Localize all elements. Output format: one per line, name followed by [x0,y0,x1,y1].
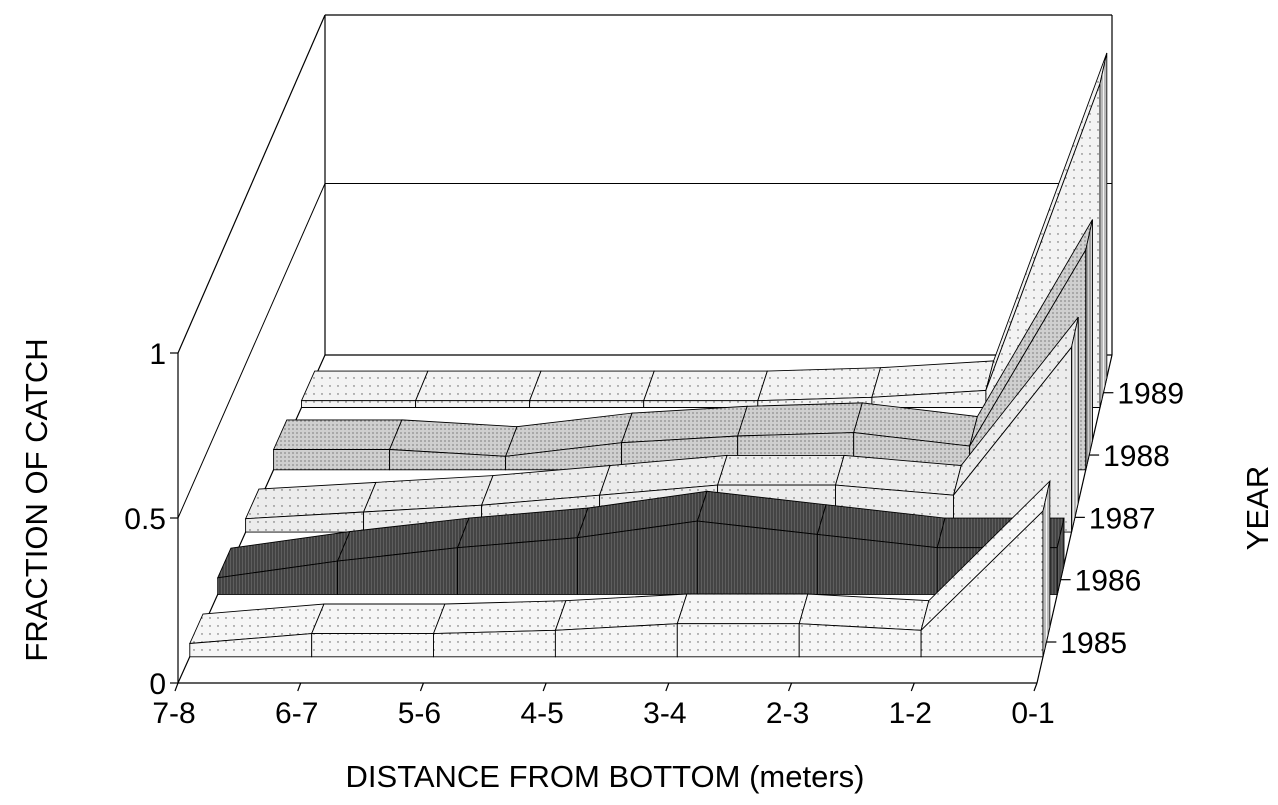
x-tick-mark [419,682,424,692]
ribbon-top-texture [643,370,768,402]
y-tick-label: 0.5 [124,503,166,536]
z-axis-title: YEAR [1240,466,1275,550]
x-tick-label: 0-1 [1011,697,1054,730]
series-ribbon-1985 [189,479,1051,658]
ribbon-top-texture [272,419,403,450]
ribbon-top-texture [737,402,863,437]
ribbon-end-cap-texture [1057,518,1064,595]
surfaces [189,52,1108,658]
x-tick-mark [542,682,547,692]
ribbon-front-texture [696,520,818,595]
x-tick-mark [174,682,179,692]
tick-labels: 0 0.5 1 7-8 6-7 5-6 4-5 3-4 2-3 1-2 0-1 1985 1986 198… [124,338,1184,730]
x-tick-label: 6-7 [275,697,318,730]
series-ribbon-1988 [272,219,1093,471]
ribbon-end-cap-texture [1071,317,1079,533]
ribbon-top-texture [300,370,429,402]
x-tick-mark [665,682,670,692]
ribbon-front-texture [301,400,417,408]
year-label: 1989 [1117,378,1184,411]
ribbon-front-texture [457,537,578,595]
gridline-0-5 [177,183,1112,519]
ribbon-top-texture [528,370,655,402]
x-tick-mark [297,682,302,692]
ribbon-end-cap-texture [1085,219,1093,470]
year-label: 1986 [1075,565,1142,598]
x-tick-label: 7-8 [152,697,195,730]
x-tick-mark [788,682,793,692]
ribbon-end-cap-texture [1043,481,1050,657]
x-tick-mark [910,682,915,692]
ribbon-front-texture [676,623,800,658]
year-label: 1988 [1103,440,1170,473]
ribbon-end-cap-texture [1100,53,1107,408]
ribbon-top-texture [676,593,809,625]
ribbon-front-texture [433,629,556,658]
ribbon-front-texture [273,449,391,471]
ribbon-front-texture [415,400,531,408]
ribbon-top-texture [311,603,446,635]
x-tick-label: 4-5 [520,697,563,730]
x-tick-label: 1-2 [889,697,932,730]
ribbon-top-texture [414,370,542,402]
x-tick-label: 5-6 [398,697,441,730]
y-tick-label: 0 [149,668,166,701]
ribbon-front-texture [311,633,434,658]
x-tick-mark [1033,682,1038,692]
year-label: 1985 [1060,627,1127,660]
ribbon-front-texture [529,400,645,408]
ribbon-top-texture [757,367,882,402]
ribbon-top-texture [432,600,567,635]
x-axis-title: DISTANCE FROM BOTTOM (meters) [346,759,865,794]
series-ribbon-1989 [300,52,1108,408]
ribbon-top-texture [716,454,845,486]
year-label: 1987 [1089,502,1156,535]
y-tick-label: 1 [149,338,166,371]
left-wall-top-edge [177,14,326,354]
x-tick-label: 2-3 [766,697,809,730]
y-axis-title: FRACTION OF CATCH [19,338,54,661]
x-tick-label: 3-4 [643,697,686,730]
